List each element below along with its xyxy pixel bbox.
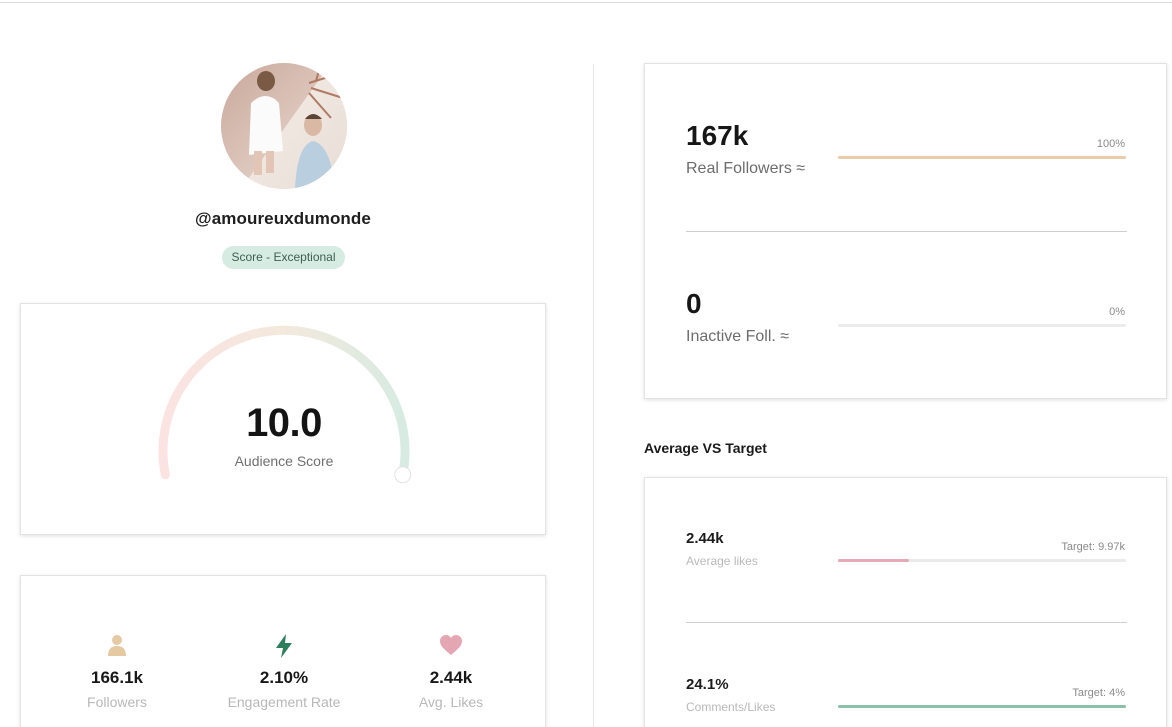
profile-handle: @amoureuxdumonde: [195, 209, 371, 228]
audience-score-card: 10.0 Audience Score: [20, 303, 546, 535]
average-likes-bar-fill: [838, 559, 909, 562]
audience-score-value: 10.0: [246, 401, 322, 445]
lightning-icon: [276, 634, 292, 658]
avg-vs-target-card: 2.44k Average likes Target: 9.97k 24.1% …: [644, 477, 1167, 727]
heart-icon: [440, 635, 462, 655]
comments-likes-bar: [838, 705, 1126, 708]
stat-avg-likes: 2.44k Avg. Likes: [376, 634, 526, 710]
avg-likes-value: 2.44k: [429, 668, 473, 687]
gauge-knob: [394, 466, 412, 484]
inactive-followers-bar: [838, 324, 1126, 327]
average-likes-label: Average likes: [686, 554, 758, 568]
comments-likes-target: Target: 4%: [1072, 687, 1125, 699]
avg-vs-target-divider: [686, 622, 1127, 623]
real-followers-percent: 100%: [1096, 138, 1125, 150]
followers-quality-card: 167k Real Followers ≈ 100% 0 Inactive Fo…: [644, 63, 1167, 399]
avg-likes-label: Avg. Likes: [418, 694, 484, 710]
summary-stats-card: 166.1k Followers 2.10% Engagement Rate 2…: [20, 575, 546, 727]
comments-likes-bar-fill: [838, 705, 1126, 708]
stat-followers: 166.1k Followers: [42, 634, 192, 710]
real-followers-label: Real Followers ≈: [686, 160, 806, 177]
average-likes-target: Target: 9.97k: [1061, 541, 1125, 553]
average-likes-value: 2.44k: [686, 530, 724, 547]
person-icon: [108, 635, 126, 656]
average-likes-bar: [838, 559, 1126, 562]
followers-count: 166.1k: [91, 668, 143, 687]
score-badge: Score - Exceptional: [222, 246, 345, 269]
stat-engagement: 2.10% Engagement Rate: [209, 634, 359, 710]
real-followers-bar-fill: [838, 156, 1126, 159]
top-divider: [0, 2, 1172, 3]
real-followers-bar: [838, 156, 1126, 159]
profile-avatar: [221, 63, 347, 189]
inactive-followers-percent: 0%: [1109, 306, 1125, 318]
real-followers-value: 167k: [686, 120, 749, 151]
gauge-arc: [158, 325, 410, 480]
comments-likes-value: 24.1%: [686, 676, 729, 693]
engagement-rate-value: 2.10%: [259, 668, 309, 687]
audience-score-gauge: [158, 325, 412, 484]
comments-likes-label: Comments/Likes: [686, 700, 776, 714]
column-divider: [593, 64, 594, 727]
inactive-followers-label: Inactive Foll. ≈: [686, 328, 790, 345]
followers-divider: [686, 231, 1127, 232]
inactive-followers-value: 0: [686, 288, 702, 319]
followers-label: Followers: [87, 694, 147, 710]
avg-vs-target-title: Average VS Target: [644, 440, 767, 456]
audience-score-label: Audience Score: [234, 453, 334, 469]
engagement-rate-label: Engagement Rate: [227, 694, 341, 710]
